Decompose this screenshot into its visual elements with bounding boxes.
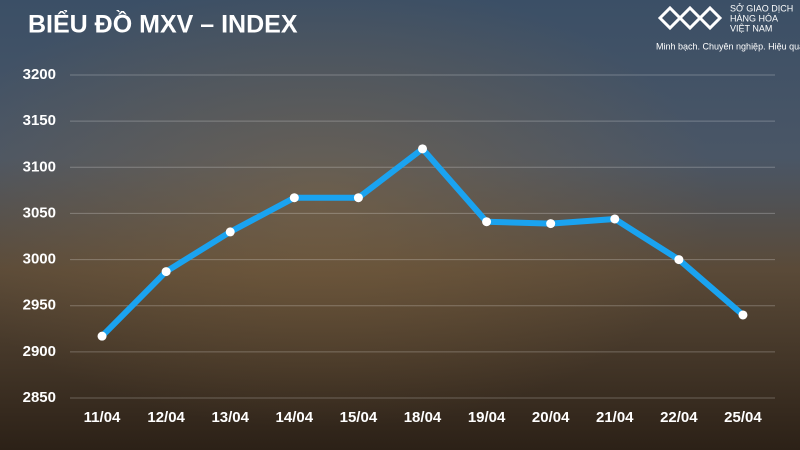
point	[482, 217, 492, 227]
brand-line: SỞ GIAO DỊCH	[730, 2, 793, 13]
point	[738, 310, 748, 320]
y-tick-label: 3150	[23, 112, 56, 129]
x-tick-label: 25/04	[724, 409, 762, 426]
y-tick-label: 3200	[23, 66, 56, 83]
x-tick-label: 15/04	[340, 409, 378, 426]
y-tick-label: 2850	[23, 389, 56, 406]
point	[674, 255, 684, 265]
x-tick-label: 13/04	[211, 409, 249, 426]
point	[289, 193, 299, 203]
point	[418, 144, 427, 154]
brand-line: HÀNG HÓA	[730, 13, 778, 23]
x-tick-label: 18/04	[404, 409, 442, 426]
y-tick-label: 3100	[23, 158, 56, 175]
point	[161, 267, 171, 277]
y-tick-label: 3000	[23, 251, 56, 268]
x-tick-label: 21/04	[596, 409, 634, 426]
point	[225, 227, 235, 237]
y-tick-label: 3050	[23, 204, 56, 221]
x-tick-label: 14/04	[276, 409, 314, 426]
x-tick-label: 22/04	[660, 409, 698, 426]
y-tick-label: 2950	[23, 297, 56, 314]
x-tick-label: 11/04	[84, 409, 121, 426]
brand-line: VIỆT NAM	[730, 23, 772, 33]
logo-mark	[657, 5, 723, 31]
point	[97, 331, 107, 341]
x-tick-label: 12/04	[147, 409, 185, 426]
chart-title: BIỂU ĐỒ MXV – INDEX	[28, 9, 298, 39]
y-tick-label: 2900	[23, 343, 56, 360]
point	[546, 219, 556, 229]
brand-tagline: Minh bạch. Chuyên nghiệp. Hiệu quả	[656, 41, 800, 51]
point	[353, 193, 363, 203]
logo: SỞ GIAO DỊCH HÀNG HÓA VIỆT NAM Minh bạch…	[656, 2, 800, 51]
point	[610, 214, 620, 224]
x-tick-label: 20/04	[532, 409, 570, 426]
x-tick-label: 19/04	[468, 409, 506, 426]
